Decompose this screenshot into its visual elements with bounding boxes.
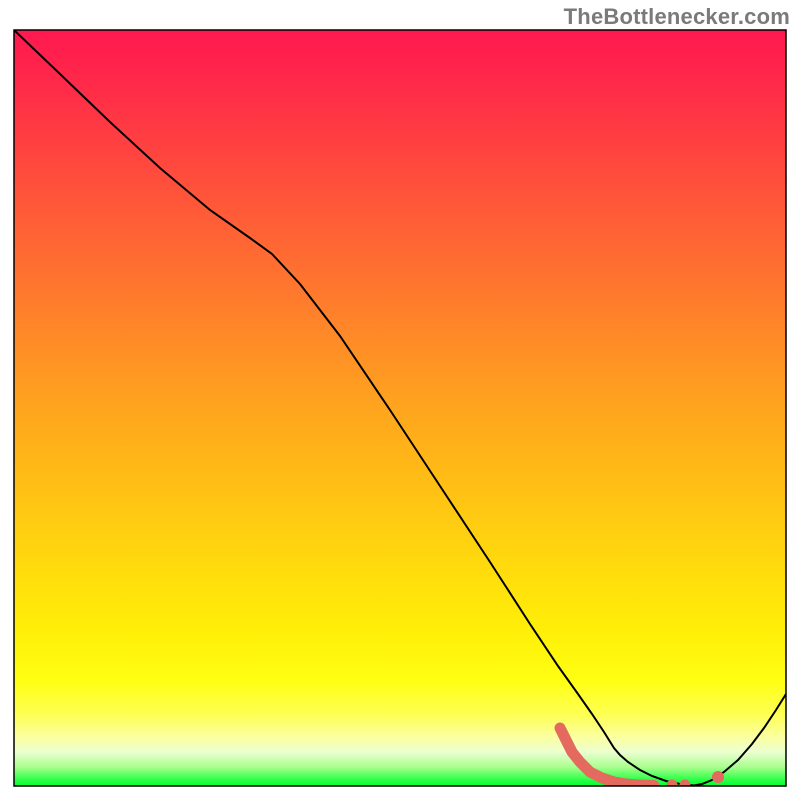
bottleneck-chart: TheBottlenecker.com [0, 0, 800, 800]
chart-svg [0, 0, 800, 800]
watermark-text: TheBottlenecker.com [564, 4, 790, 30]
gradient-background [14, 30, 786, 786]
